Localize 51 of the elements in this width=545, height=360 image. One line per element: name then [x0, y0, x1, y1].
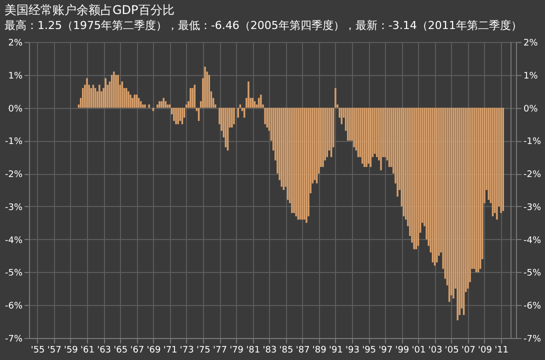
x-tick-label: '99	[395, 346, 410, 356]
x-tick-label: '57	[47, 346, 62, 356]
x-tick-label: '55	[30, 346, 45, 356]
x-tick-label: '71	[163, 346, 178, 356]
y2-tick-label: 1%	[524, 71, 538, 82]
y2-tick-label: 0%	[524, 104, 538, 114]
x-tick-label: '59	[64, 346, 78, 356]
y2-tick-label: -1%	[524, 137, 542, 148]
x-tick-label: '75	[196, 346, 210, 356]
y2-tick-label: 2%	[524, 38, 538, 48]
y2-tick-label: -6%	[524, 302, 542, 312]
y-tick-label: 2%	[8, 38, 23, 48]
x-tick-label: '05	[444, 346, 459, 356]
y-tick-label: -6%	[4, 302, 23, 312]
y-tick-label: -2%	[4, 170, 23, 180]
x-tick-label: '97	[378, 346, 393, 356]
y-tick-label: 1%	[8, 71, 23, 82]
x-tick-label: '61	[80, 346, 94, 356]
x-tick-label: '07	[461, 346, 476, 356]
x-tick-label: '65	[114, 346, 128, 356]
x-tick-label: '91	[328, 346, 343, 356]
y-tick-label: -1%	[4, 137, 23, 148]
y-tick-label: 0%	[8, 104, 23, 114]
x-tick-label: '93	[346, 346, 360, 356]
x-tick-label: '63	[97, 346, 112, 356]
x-tick-label: '73	[180, 346, 194, 356]
x-tick-label: '09	[478, 346, 492, 356]
x-tick-label: '67	[130, 346, 144, 356]
x-tick-label: '85	[279, 346, 294, 356]
y2-tick-label: -5%	[524, 268, 542, 279]
x-tick-label: '89	[312, 346, 327, 356]
y2-tick-label: -4%	[524, 236, 542, 246]
x-tick-label: '69	[146, 346, 161, 356]
x-tick-label: '11	[494, 346, 509, 356]
chart-subtitle: 最高：1.25（1975年第二季度），最低：-6.46（2005年第四季度），最新：-3.14（2011年第二季度）	[4, 19, 522, 32]
chart-title: 美国经常账户余额占GDP百分比	[4, 3, 174, 17]
y-tick-label: -7%	[4, 334, 23, 344]
y2-tick-label: -3%	[524, 202, 542, 213]
y-tick-label: -5%	[4, 268, 23, 279]
x-tick-label: '81	[246, 346, 260, 356]
x-tick-label: '95	[362, 346, 376, 356]
y-tick-label: -3%	[4, 202, 23, 213]
x-tick-label: '77	[213, 346, 227, 356]
y2-tick-label: -7%	[524, 334, 542, 344]
x-tick-label: '87	[296, 346, 310, 356]
x-tick-label: '79	[230, 346, 244, 356]
x-tick-label: '03	[428, 346, 442, 356]
x-tick-label: '01	[412, 346, 426, 356]
y2-tick-label: -2%	[524, 170, 542, 180]
x-tick-label: '83	[262, 346, 277, 356]
y-tick-label: -4%	[4, 236, 23, 246]
